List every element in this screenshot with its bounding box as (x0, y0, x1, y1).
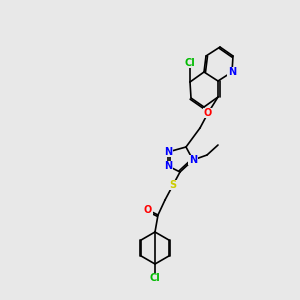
Text: Cl: Cl (184, 58, 195, 68)
Text: O: O (144, 205, 152, 215)
Text: Cl: Cl (150, 273, 160, 283)
Text: N: N (189, 155, 197, 165)
Text: N: N (228, 67, 236, 77)
Text: N: N (164, 161, 172, 171)
Text: N: N (164, 147, 172, 157)
Text: S: S (169, 180, 177, 190)
Text: O: O (204, 108, 212, 118)
